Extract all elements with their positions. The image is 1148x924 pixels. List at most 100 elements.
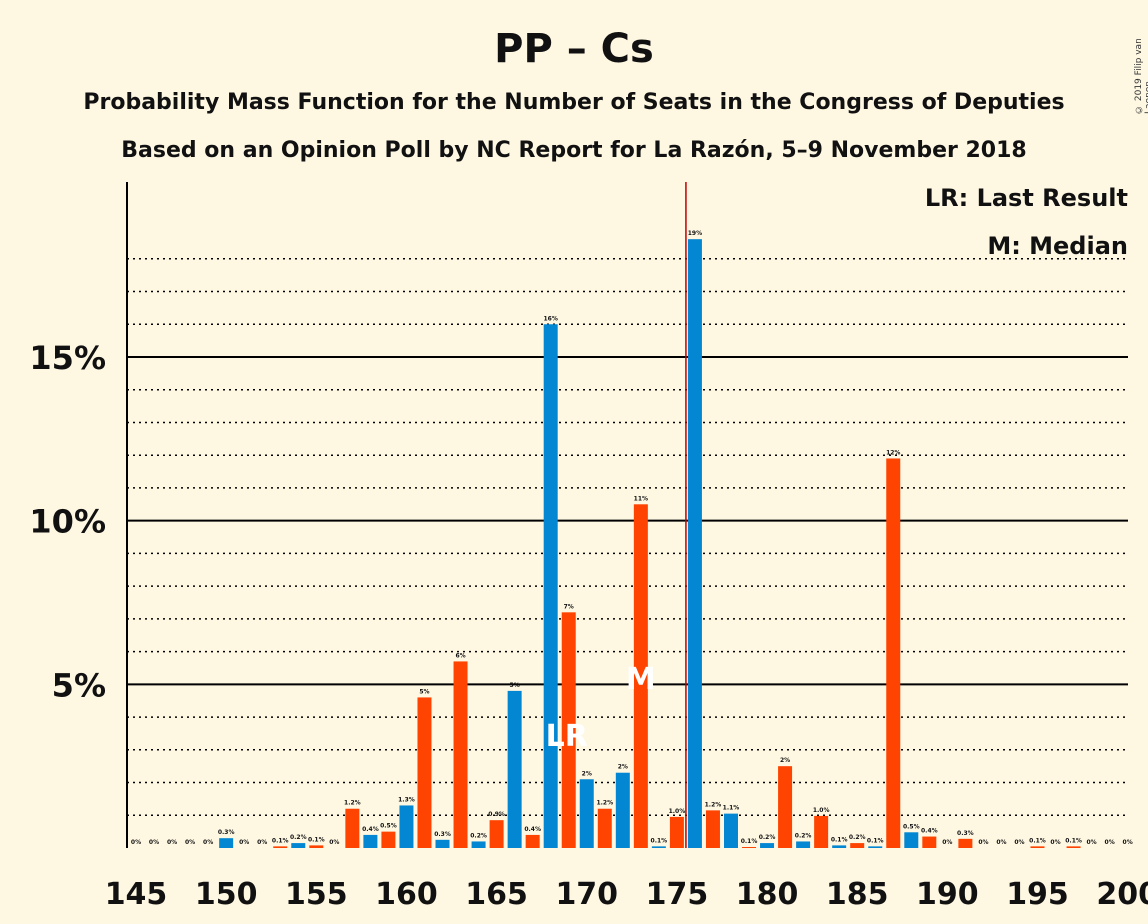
bar-value-label: 11% <box>634 495 648 502</box>
bar-value-label: 0.2% <box>759 834 776 841</box>
bar-value-label: 7% <box>564 603 574 610</box>
bar-seat-175 <box>669 816 684 848</box>
x-tick-label: 195 <box>1006 877 1069 912</box>
bar-value-label: 0.4% <box>921 828 938 835</box>
bar-value-label: 5% <box>419 688 429 695</box>
bar-seat-180 <box>760 843 775 848</box>
bar-seat-154 <box>291 843 306 848</box>
bar-seat-174 <box>651 846 666 848</box>
bar-value-label: 0% <box>149 839 159 846</box>
x-tick-label: 160 <box>375 877 438 912</box>
x-tick-label: 145 <box>105 877 168 912</box>
bar-seat-179 <box>742 847 757 848</box>
bar-value-label: 1.2% <box>344 800 361 807</box>
bar-value-label: 0% <box>996 839 1006 846</box>
x-tick-label: 185 <box>826 877 889 912</box>
bar-value-label: 0.2% <box>795 832 812 839</box>
bar-seat-176 <box>687 239 702 848</box>
bar-value-label: 0.1% <box>1029 837 1046 844</box>
bar-value-label: 0% <box>1105 839 1115 846</box>
y-tick-label: 5% <box>52 666 106 704</box>
bar-value-label: 0% <box>203 839 213 846</box>
bar-seat-195 <box>1030 846 1045 848</box>
bar-value-label: 2% <box>618 764 628 771</box>
bar-seat-165 <box>489 820 504 848</box>
legend-median: M: Median <box>987 232 1128 260</box>
bar-value-label: 1.0% <box>813 807 830 814</box>
chart-source-subtitle: Based on an Opinion Poll by NC Report fo… <box>121 138 1027 163</box>
bar-seat-155 <box>309 845 324 848</box>
x-tick-label: 150 <box>195 877 258 912</box>
bar-seat-166 <box>507 690 522 848</box>
bar-value-label: 0.2% <box>290 834 307 841</box>
y-tick-label: 15% <box>29 339 106 377</box>
bar-seat-171 <box>597 808 612 848</box>
bar-value-label: 0.1% <box>272 837 289 844</box>
bar-seat-157 <box>345 808 360 848</box>
median-marker: M <box>626 662 656 697</box>
bar-value-label: 0% <box>185 839 195 846</box>
bar-seat-167 <box>525 834 540 848</box>
bar-value-label: 2% <box>582 770 592 777</box>
x-tick-label: 170 <box>555 877 618 912</box>
bar-seat-158 <box>363 834 378 848</box>
y-tick-label: 10% <box>29 503 106 541</box>
bar-value-label: 0.5% <box>380 823 397 830</box>
bar-value-label: 1.3% <box>398 796 415 803</box>
bar-seat-197 <box>1066 846 1081 848</box>
bar-value-label: 0% <box>978 839 988 846</box>
bar-value-label: 0.3% <box>434 831 451 838</box>
bar-seat-164 <box>471 841 486 848</box>
bar-value-label: 0% <box>1086 839 1096 846</box>
bar-seat-189 <box>922 836 937 848</box>
bar-value-label: 0% <box>1123 839 1133 846</box>
bar-seat-162 <box>435 839 450 848</box>
bar-value-label: 0% <box>167 839 177 846</box>
bar-value-label: 12% <box>886 449 900 456</box>
bar-value-label: 0.4% <box>362 826 379 833</box>
bar-value-label: 0.1% <box>1065 837 1082 844</box>
bar-value-label: 0% <box>1050 839 1060 846</box>
x-tick-label: 175 <box>646 877 709 912</box>
bar-seat-170 <box>579 779 594 848</box>
bar-value-label: 0.1% <box>308 836 325 843</box>
bar-value-label: 1.1% <box>723 805 740 812</box>
x-tick-label: 155 <box>285 877 348 912</box>
x-tick-label: 200 <box>1096 877 1148 912</box>
bar-value-label: 1.2% <box>705 801 722 808</box>
bar-value-label: 0% <box>239 839 249 846</box>
chart-subtitle: Probability Mass Function for the Number… <box>83 90 1065 115</box>
x-tick-label: 180 <box>736 877 799 912</box>
bar-seat-191 <box>958 838 973 848</box>
bar-value-label: 0.3% <box>957 830 974 837</box>
bar-value-label: 0% <box>257 839 267 846</box>
bar-seat-187 <box>886 458 901 848</box>
bar-value-label: 0.9% <box>488 811 505 818</box>
bar-value-label: 0.5% <box>903 823 920 830</box>
bar-value-label: 0.4% <box>524 826 541 833</box>
bar-seat-163 <box>453 661 468 848</box>
bar-value-label: 0.2% <box>470 832 487 839</box>
bar-seat-186 <box>868 846 883 848</box>
chart-title: PP – Cs <box>494 26 654 72</box>
legend-last-result: LR: Last Result <box>924 184 1128 212</box>
bar-value-label: 0.3% <box>218 829 235 836</box>
bar-value-label: 1.0% <box>669 808 686 815</box>
bar-seat-168 <box>543 324 558 848</box>
bar-seat-182 <box>796 841 811 848</box>
bar-seat-185 <box>850 843 865 848</box>
bar-seat-161 <box>417 697 432 848</box>
bar-value-label: 19% <box>688 230 702 237</box>
bar-value-label: 6% <box>455 652 465 659</box>
bar-value-label: 0% <box>329 839 339 846</box>
bar-value-label: 0.2% <box>849 834 866 841</box>
bar-value-label: 0% <box>942 839 952 846</box>
bar-value-label: 2% <box>780 757 790 764</box>
bar-value-label: 5% <box>510 682 520 689</box>
bar-seat-178 <box>723 813 738 848</box>
x-tick-label: 190 <box>916 877 979 912</box>
bar-seat-169 <box>561 612 576 848</box>
last-result-marker: LR <box>546 719 588 754</box>
bar-value-label: 0% <box>1014 839 1024 846</box>
